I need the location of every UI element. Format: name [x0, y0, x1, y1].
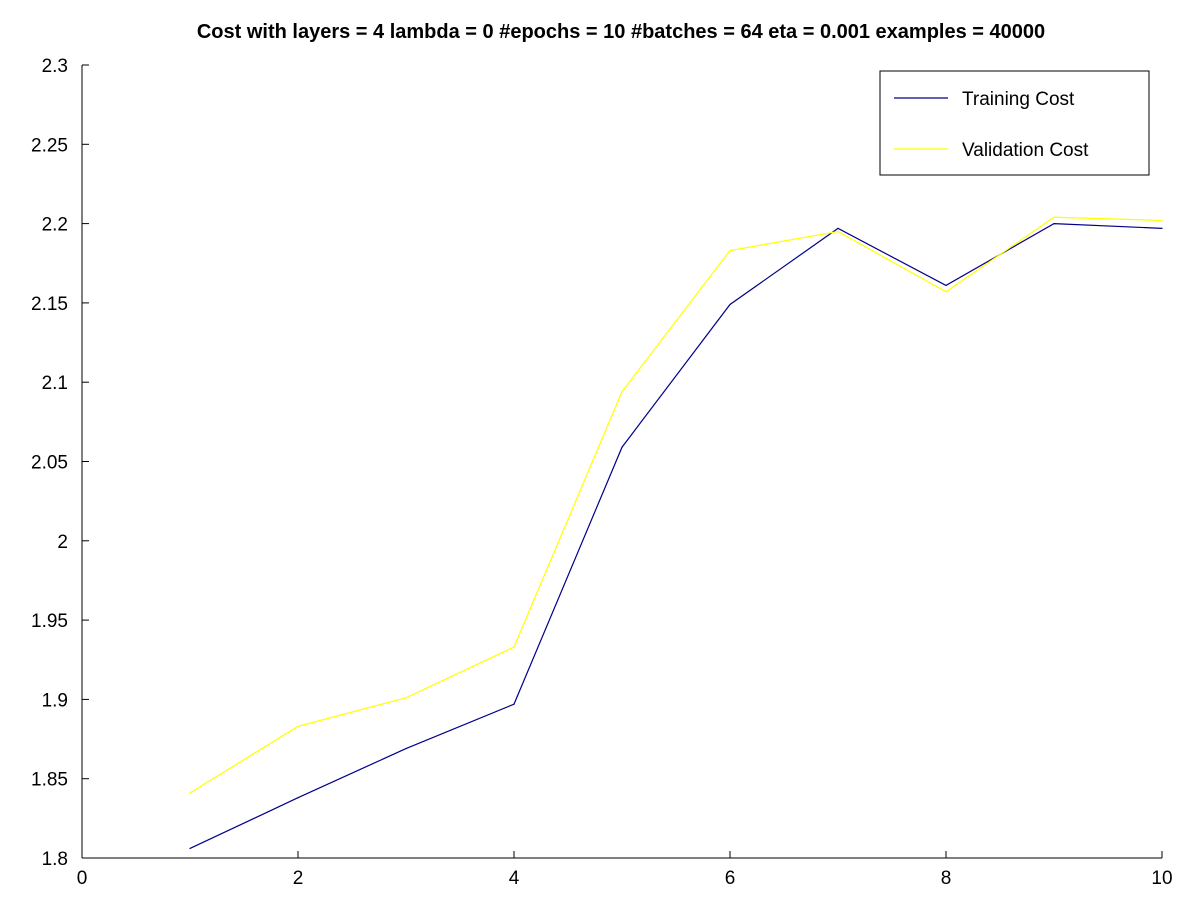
- y-axis-ticks: 1.8 1.85 1.9 1.95 2 2.05 2.1 2.15 2.2 2.25 2.3: [31, 56, 89, 870]
- validation-cost-point: [945, 291, 947, 293]
- training-cost-point: [1053, 223, 1055, 225]
- y-tick-label: 2: [57, 532, 68, 553]
- training-cost-point: [405, 747, 407, 750]
- validation-cost-point: [189, 792, 191, 794]
- series-lines: [189, 216, 1163, 850]
- validation-cost-point: [513, 646, 515, 648]
- series-training-cost: [189, 222, 1163, 850]
- training-cost-point: [189, 847, 191, 850]
- y-tick-label: 1.8: [42, 849, 68, 870]
- series-validation-cost: [189, 216, 1163, 794]
- y-tick-label: 2.25: [31, 135, 68, 156]
- training-cost-point: [837, 227, 839, 229]
- training-cost-point: [729, 303, 731, 306]
- y-tick-label: 2.2: [42, 215, 68, 236]
- y-tick-label: 2.05: [31, 453, 68, 474]
- y-tick-label: 2.15: [31, 294, 68, 315]
- training-cost-point: [945, 284, 947, 287]
- validation-cost-line: [189, 216, 1163, 794]
- y-tick-label: 1.9: [42, 690, 68, 711]
- x-axis-ticks: 0 2 4 6 8 10: [77, 851, 1173, 889]
- validation-cost-point: [1161, 219, 1163, 222]
- training-cost-point: [1161, 227, 1163, 229]
- legend-label-training-cost: Training Cost: [962, 89, 1075, 110]
- legend-label-validation-cost: Validation Cost: [962, 140, 1089, 161]
- x-tick-label: 0: [77, 868, 88, 889]
- training-cost-point: [621, 446, 623, 448]
- training-cost-point: [513, 703, 515, 705]
- training-cost-line: [189, 222, 1163, 850]
- validation-cost-point: [837, 230, 839, 233]
- legend: Training Cost Validation Cost: [879, 70, 1150, 176]
- validation-cost-point: [1053, 216, 1055, 218]
- x-tick-label: 4: [509, 868, 520, 889]
- validation-cost-point: [405, 697, 407, 699]
- axes: [81, 65, 1162, 859]
- validation-cost-point: [729, 249, 731, 252]
- y-tick-label: 1.95: [31, 611, 68, 632]
- x-tick-label: 6: [725, 868, 736, 889]
- x-tick-label: 10: [1151, 868, 1172, 889]
- validation-cost-point: [621, 391, 623, 393]
- legend-box: [879, 70, 1150, 176]
- y-tick-label: 2.3: [42, 56, 68, 77]
- validation-cost-point: [297, 725, 299, 727]
- y-tick-label: 2.1: [42, 373, 68, 394]
- x-tick-label: 8: [941, 868, 952, 889]
- x-tick-label: 2: [293, 868, 304, 889]
- y-tick-label: 1.85: [31, 770, 68, 791]
- chart-title: Cost with layers = 4 lambda = 0 #epochs …: [197, 21, 1045, 43]
- training-cost-point: [297, 797, 299, 799]
